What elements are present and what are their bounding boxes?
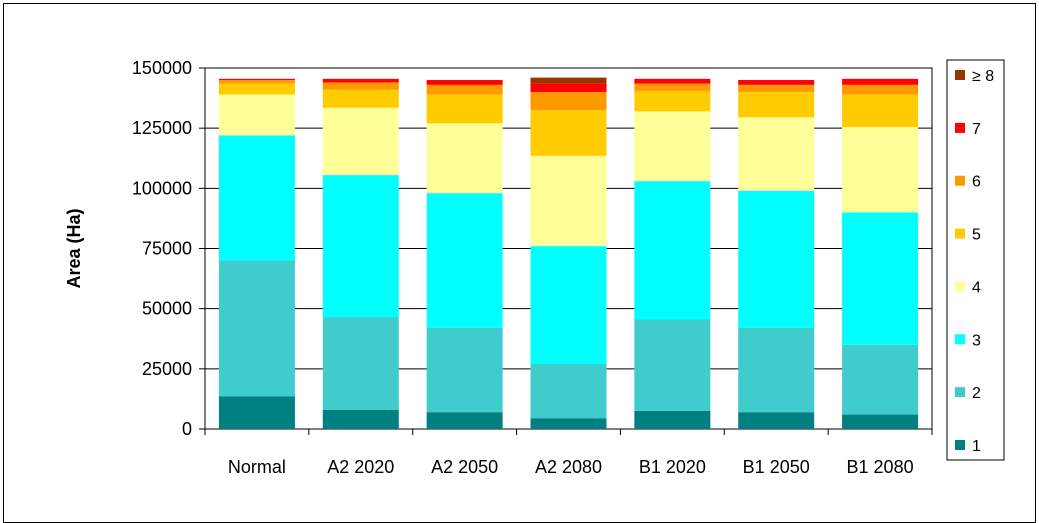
bar-segment <box>738 412 815 429</box>
legend-swatch <box>955 334 965 345</box>
bar-segment <box>218 396 295 429</box>
y-tick-label: 125000 <box>132 118 192 138</box>
legend-swatch <box>955 440 965 450</box>
x-category-label: A2 2080 <box>535 457 602 477</box>
y-axis-title: Area (Ha) <box>64 208 84 288</box>
legend-swatch <box>955 70 965 80</box>
bar-segment <box>218 78 295 81</box>
legend-label: 4 <box>972 279 981 296</box>
bar-segment <box>530 155 607 247</box>
bar-segment <box>218 80 295 84</box>
bar-segment <box>218 260 295 397</box>
bar-segment <box>634 410 711 429</box>
legend-label: 5 <box>972 227 981 244</box>
bar-segment <box>218 135 295 261</box>
y-tick-label: 25000 <box>142 359 192 379</box>
bar-segment <box>322 317 399 410</box>
y-tick-label: 50000 <box>142 299 192 319</box>
bar-segment <box>322 107 399 176</box>
x-category-label: Normal <box>228 457 286 477</box>
bar-segment <box>634 83 711 91</box>
bar-segment <box>426 123 503 194</box>
bar-segment <box>738 80 815 85</box>
x-category-label: A2 2050 <box>431 457 498 477</box>
x-category-label: B1 2020 <box>639 457 706 477</box>
legend-label: ≥ 8 <box>972 68 994 85</box>
x-category-label: B1 2080 <box>847 457 914 477</box>
bar-segment <box>634 181 711 320</box>
legend-label: 1 <box>972 438 981 455</box>
bar-segment <box>322 409 399 429</box>
bar-segment <box>322 89 399 108</box>
legend-label: 3 <box>972 332 981 349</box>
bar-segment <box>530 92 607 111</box>
legend-swatch <box>955 387 965 398</box>
y-tick-label: 150000 <box>132 58 192 78</box>
bar-segment <box>426 412 503 429</box>
bar-segment <box>634 78 711 84</box>
bar-segment <box>530 246 607 365</box>
bar-segment <box>426 84 503 95</box>
bar-segment <box>530 418 607 429</box>
bar-segment <box>322 175 399 318</box>
legend-swatch <box>955 281 965 292</box>
bar-segment <box>842 94 919 127</box>
y-tick-label: 0 <box>182 419 192 439</box>
bar-segment <box>634 90 711 112</box>
bar-segment <box>738 327 815 413</box>
bar-segment <box>426 327 503 413</box>
bar-segment <box>322 78 399 83</box>
x-category-label: A2 2020 <box>327 457 394 477</box>
bar-segment <box>530 83 607 93</box>
bar-segment <box>218 94 295 136</box>
bar-segment <box>218 83 295 95</box>
bar-segment <box>530 110 607 156</box>
bar-segment <box>738 117 815 191</box>
bar-segment <box>738 190 815 328</box>
legend-swatch <box>955 175 965 186</box>
bar-segment <box>426 193 503 328</box>
bar-segment <box>842 84 919 95</box>
y-tick-label: 100000 <box>132 178 192 198</box>
legend-swatch <box>955 122 965 133</box>
x-category-label: B1 2050 <box>743 457 810 477</box>
bar-segment <box>634 111 711 182</box>
legend-label: 6 <box>972 174 981 191</box>
bar-segment <box>426 94 503 124</box>
bar-segment <box>738 84 815 93</box>
y-tick-label: 75000 <box>142 239 192 259</box>
legend-swatch <box>955 228 965 239</box>
bar-segment <box>842 78 919 85</box>
legend-label: 2 <box>972 385 981 402</box>
bar-segment <box>426 80 503 85</box>
bar-segment <box>842 212 919 345</box>
bar-segment <box>530 77 607 84</box>
bar-segment <box>842 414 919 429</box>
bar-segment <box>842 126 919 213</box>
bar-segment <box>738 92 815 118</box>
legend-label: 7 <box>972 121 981 138</box>
bar-segment <box>634 319 711 411</box>
bar-segment <box>322 82 399 90</box>
bar-segment <box>530 364 607 419</box>
bar-segment <box>842 344 919 415</box>
